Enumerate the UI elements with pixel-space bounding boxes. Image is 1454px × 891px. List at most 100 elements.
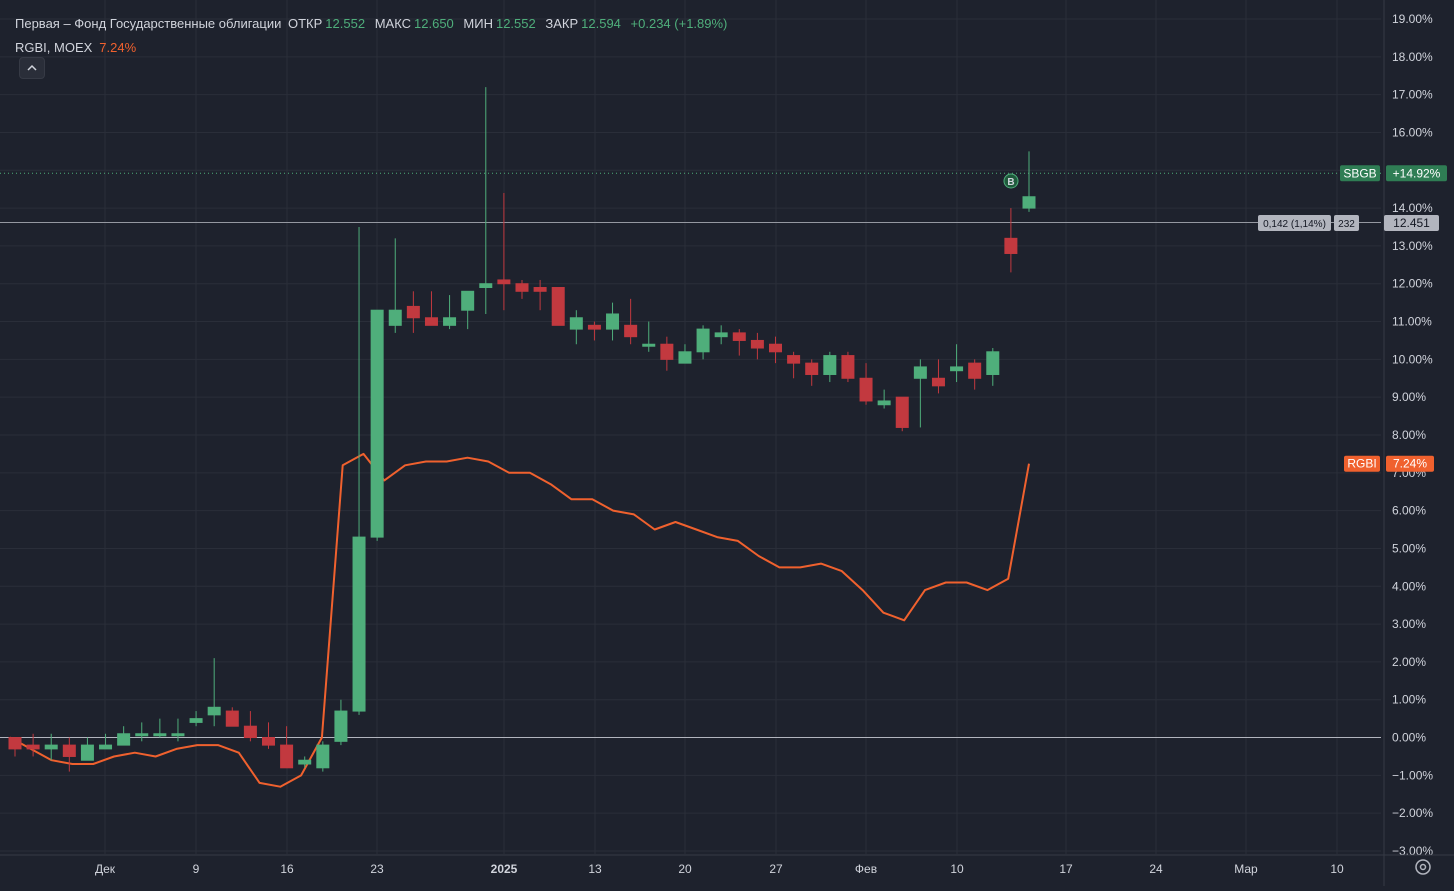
x-tick-label: 24 [1149, 862, 1163, 876]
candle[interactable] [153, 718, 167, 738]
candle[interactable] [750, 332, 764, 360]
buy-marker[interactable]: B [1003, 173, 1019, 189]
candle-body [406, 305, 420, 319]
candle[interactable] [262, 722, 275, 749]
candle[interactable] [823, 351, 837, 383]
candle-body [189, 718, 203, 723]
candle[interactable] [99, 733, 113, 750]
candle-body [696, 328, 710, 353]
rgbi-name-badge-bg [1344, 455, 1380, 472]
crosshair-price-badge: 12.451 [1384, 215, 1439, 231]
candle[interactable] [714, 325, 728, 345]
y-tick-label: 17.00% [1392, 88, 1433, 102]
candle[interactable] [352, 227, 366, 715]
candle-body [787, 355, 801, 364]
legend-high-value: 12.650 [414, 16, 454, 31]
candle[interactable] [895, 396, 909, 432]
y-tick-label: 18.00% [1392, 50, 1433, 64]
rgbi-line[interactable] [9, 452, 1030, 788]
crosshair-price-badge-text: 12.451 [1393, 216, 1430, 230]
crosshair-measure-badge-bg [1258, 215, 1331, 231]
sbgb-name-badge-bg [1340, 165, 1380, 182]
x-tick-label: 27 [769, 862, 783, 876]
candle[interactable] [678, 344, 692, 364]
candle[interactable] [841, 351, 855, 383]
candle[interactable] [769, 336, 782, 364]
candle-body [62, 744, 76, 757]
candle[interactable] [624, 298, 638, 345]
candle-body [895, 396, 909, 428]
y-tick-label: 14.00% [1392, 201, 1433, 215]
legend-compare-row[interactable]: RGBI, MOEX 7.24% [15, 36, 733, 60]
candle[interactable] [62, 737, 76, 772]
legend-change-value: +0.234 (+1.89%) [630, 16, 728, 31]
candle[interactable] [207, 658, 221, 727]
candle[interactable] [479, 87, 493, 314]
candle-body [334, 710, 348, 742]
candle[interactable] [461, 290, 475, 330]
x-tick-label: Фев [855, 862, 877, 876]
candle[interactable] [117, 726, 131, 746]
candle[interactable] [859, 363, 873, 405]
candle[interactable] [8, 737, 22, 757]
candle[interactable] [950, 344, 964, 383]
x-tick-label: 9 [193, 862, 200, 876]
candle[interactable] [968, 359, 982, 390]
candle[interactable] [931, 359, 945, 394]
y-tick-label: 1.00% [1392, 693, 1426, 707]
collapse-legend-button[interactable] [19, 57, 45, 79]
candle[interactable] [388, 238, 402, 333]
candle[interactable] [424, 291, 438, 326]
y-tick-label: 13.00% [1392, 239, 1433, 253]
candle[interactable] [787, 351, 801, 379]
legend-open-label: ОТКР [288, 16, 323, 31]
sbgb-value-badge: +14.92% [1386, 165, 1447, 182]
candle[interactable] [443, 295, 457, 330]
candle[interactable] [406, 291, 420, 333]
candle-body [80, 744, 94, 761]
candle[interactable] [515, 279, 529, 299]
candle[interactable] [805, 359, 819, 386]
candle[interactable] [189, 711, 203, 727]
candle[interactable] [135, 722, 149, 742]
candle[interactable] [877, 389, 891, 409]
candle[interactable] [26, 733, 40, 757]
candle-body [642, 343, 656, 347]
candle-body [225, 710, 239, 727]
candle[interactable] [44, 733, 58, 761]
candle[interactable] [986, 348, 1000, 386]
candle[interactable] [243, 711, 257, 742]
candle[interactable] [551, 287, 565, 326]
candle[interactable] [660, 336, 674, 371]
gear-icon [1415, 859, 1431, 875]
candle[interactable] [533, 279, 547, 311]
candle[interactable] [316, 741, 330, 772]
candle[interactable] [696, 325, 710, 360]
candle[interactable] [171, 718, 185, 742]
candle[interactable] [280, 726, 294, 769]
candle-body [316, 744, 330, 769]
candle-body [461, 290, 475, 311]
candle[interactable] [642, 321, 656, 352]
candle[interactable] [370, 309, 384, 541]
candle[interactable] [225, 707, 239, 727]
candle[interactable] [587, 321, 601, 341]
candle[interactable] [1022, 151, 1036, 212]
candle[interactable] [606, 302, 620, 341]
candle[interactable] [334, 699, 348, 746]
candle[interactable] [497, 192, 511, 311]
candle[interactable] [913, 359, 927, 428]
chart-settings-button[interactable] [1412, 856, 1434, 878]
crosshair-measure-badge-text: 0,142 (1,14%) [1263, 219, 1326, 230]
candle[interactable] [80, 737, 94, 761]
candle[interactable] [732, 329, 746, 356]
candle[interactable] [569, 310, 583, 345]
y-tick-label: 5.00% [1392, 541, 1426, 555]
candle-body [479, 283, 493, 289]
x-tick-label: 2025 [491, 862, 518, 876]
candle[interactable] [298, 756, 312, 768]
candle-body [660, 343, 674, 360]
candle[interactable] [1004, 208, 1018, 273]
